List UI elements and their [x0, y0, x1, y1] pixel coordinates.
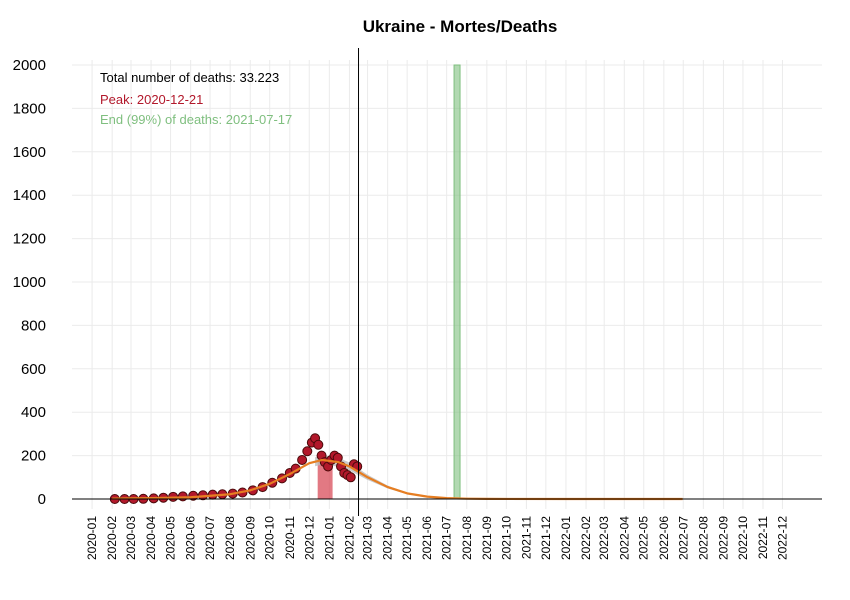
data-point: [313, 439, 324, 450]
x-tick-label: 2022-06: [657, 516, 671, 560]
data-point: [302, 446, 313, 457]
x-tick-label: 2021-10: [499, 516, 513, 560]
x-tick-label: 2022-02: [579, 516, 593, 560]
x-tick-label: 2022-05: [637, 516, 651, 560]
x-tick-label: 2020-02: [105, 516, 119, 560]
x-tick-label: 2021-07: [440, 516, 454, 560]
x-tick-label: 2021-03: [361, 516, 375, 560]
x-tick-label: 2022-09: [716, 516, 730, 560]
y-tick-label: 1600: [13, 144, 46, 161]
y-tick-label: 1400: [13, 187, 46, 204]
data-point: [297, 454, 308, 465]
observed-points: [109, 433, 363, 504]
x-tick-label: 2022-10: [736, 516, 750, 560]
annotation-end: End (99%) of deaths: 2021-07-17: [100, 112, 292, 127]
x-tick-label: 2020-05: [164, 516, 178, 560]
y-tick-label: 600: [21, 361, 46, 378]
annotation-peak: Peak: 2020-12-21: [100, 92, 203, 107]
x-tick-label: 2020-09: [243, 516, 257, 560]
y-tick-label: 2000: [13, 57, 46, 74]
y-tick-label: 800: [21, 317, 46, 334]
y-tick-label: 1800: [13, 100, 46, 117]
x-tick-label: 2020-11: [283, 516, 297, 559]
x-tick-label: 2020-04: [144, 516, 158, 560]
x-tick-label: 2020-01: [85, 516, 99, 560]
annotation-total: Total number of deaths: 33.223: [100, 70, 279, 85]
x-tick-label: 2022-04: [617, 516, 631, 560]
x-tick-label: 2020-12: [302, 516, 316, 560]
x-tick-label: 2021-05: [400, 516, 414, 560]
data-point: [345, 472, 356, 483]
x-tick-label: 2021-12: [539, 516, 553, 560]
grid: [72, 60, 822, 509]
y-tick-label: 200: [21, 448, 46, 465]
x-tick-label: 2021-09: [480, 516, 494, 560]
x-tick-label: 2021-04: [381, 516, 395, 560]
x-tick-label: 2020-08: [223, 516, 237, 560]
x-tick-label: 2022-08: [696, 516, 710, 560]
x-tick-label: 2021-01: [322, 516, 336, 560]
x-tick-label: 2022-07: [676, 516, 690, 560]
x-axis-ticks: 2020-01 2020-02 2020-03 2020-04 2020-05 2020-…: [85, 516, 789, 560]
x-tick-label: 2022-03: [597, 516, 611, 560]
x-tick-label: 2022-01: [559, 516, 573, 560]
x-tick-label: 2021-08: [460, 516, 474, 560]
x-tick-label: 2020-06: [184, 516, 198, 560]
chart-title: Ukraine - Mortes/Deaths: [363, 17, 558, 36]
fit-line: [112, 458, 683, 501]
x-tick-label: 2021-02: [342, 516, 356, 560]
y-tick-label: 1200: [13, 231, 46, 248]
x-tick-label: 2021-06: [420, 516, 434, 560]
fitted-curve: [112, 458, 683, 501]
x-tick-label: 2022-11: [756, 516, 770, 559]
x-tick-label: 2021-11: [519, 516, 533, 559]
axes: [72, 48, 822, 516]
y-tick-label: 1000: [13, 274, 46, 291]
x-tick-label: 2020-03: [124, 516, 138, 560]
end-band: [453, 64, 461, 500]
x-tick-label: 2022-12: [775, 516, 789, 560]
y-axis-ticks: 0 200 400 600 800 1000 1200 1400 1600 1800 2000: [13, 57, 46, 508]
x-tick-label: 2020-10: [263, 516, 277, 560]
y-tick-label: 400: [21, 404, 46, 421]
y-tick-label: 0: [38, 491, 46, 508]
x-tick-label: 2020-07: [203, 516, 217, 560]
